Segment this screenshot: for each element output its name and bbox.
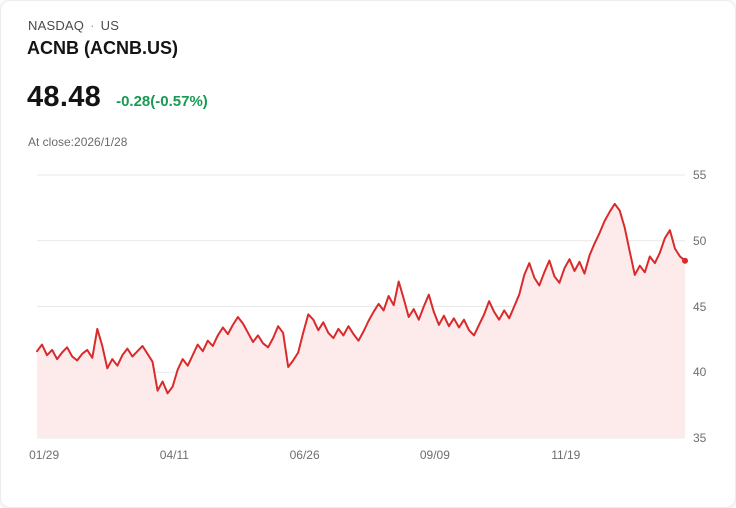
y-tick-label: 50 [693,233,707,248]
x-tick-label: 11/19 [551,448,581,462]
y-tick-label: 35 [693,431,707,445]
x-tick-label: 09/09 [419,448,450,462]
y-tick-label: 40 [693,365,707,380]
y-tick-label: 45 [693,299,707,314]
ticker-title: ACNB (ACNB.US) [27,38,178,58]
exchange-label: NASDAQ [28,18,85,33]
last-price: 48.48 [27,81,102,113]
price-line [36,202,686,395]
y-axis-labels: 55 50 45 40 35 [693,168,733,445]
price-change: -0.28(-0.57%) [116,93,208,110]
separator-dot: · [90,18,95,33]
y-tick-label: 55 [693,168,707,182]
x-tick-label: 04/11 [159,448,189,462]
x-tick-label: 06/26 [289,448,320,462]
x-axis-labels: 01/29 04/11 06/26 09/09 11/19 [29,448,685,464]
x-tick-label: 01/29 [29,448,60,462]
last-price-dot [682,257,688,264]
region-label: US [100,18,120,33]
price-area-fill [37,203,685,438]
price-chart[interactable]: 55 50 45 40 35 01/29 04/11 06/26 09/09 11/19 [29,168,706,462]
price-row: 48.48 -0.28(-0.57%) [27,81,208,114]
chart-canvas[interactable] [36,174,688,439]
close-note: At close:2026/1/28 [28,135,128,149]
exchange-row: NASDAQ · US [28,18,119,33]
